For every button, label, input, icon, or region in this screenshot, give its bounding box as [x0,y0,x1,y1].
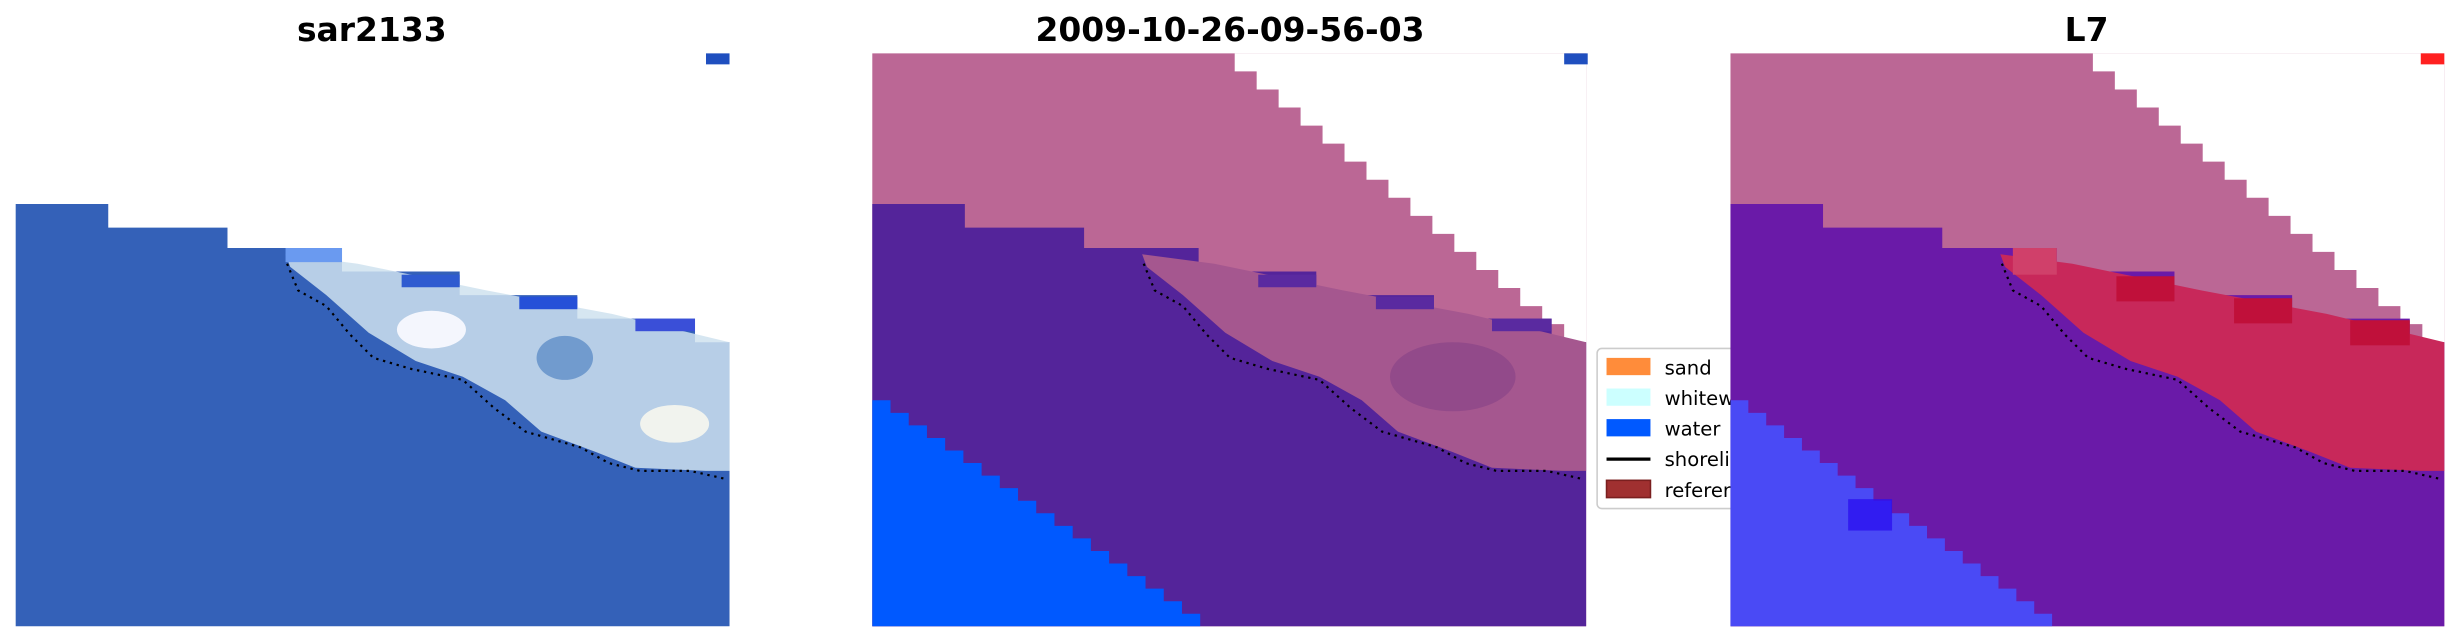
l7-pixel-block [2012,248,2057,275]
panel-classification-image [872,53,1588,627]
shore-zone-region [2000,254,2445,471]
legend-label-water: water [1665,418,1722,441]
legend-label-sand: sand [1665,356,1712,379]
colorbar-marker [1564,53,1588,65]
sar-pixel-block [635,318,696,332]
l7-pixel-block [2116,276,2175,302]
sar-pixel-block [401,274,460,288]
panel-sar-image [15,53,730,627]
l7-pixel-block [2234,298,2293,324]
panel-l7-image [1730,53,2445,627]
nodata-region [1234,53,1587,343]
panel-title-1: sar2133 [297,10,447,49]
whitewater-dark-patch [1390,342,1516,412]
colorbar-marker [2420,53,2445,65]
colorbar-marker [705,53,730,65]
sar-whitewater-region [285,254,730,471]
class-pixel-block [1492,318,1552,332]
sar-pixel-block [519,296,578,310]
legend-swatch-water [1606,419,1651,437]
sar-dark-patch [536,335,594,380]
panel-title-2: 2009-10-26-09-56-03 [1035,10,1424,49]
sar-pixel-block [285,248,343,263]
water-class-region [872,400,1201,627]
sar-bright-foam [396,310,466,349]
sar-bright-foam [640,404,710,443]
legend-swatch-sand [1606,357,1651,376]
panel-title-3: L7 [2065,10,2109,49]
class-pixel-block [1258,274,1317,288]
class-pixel-block [1375,296,1434,310]
legend-swatch-whitewater [1606,388,1651,406]
water-dark-patch [1848,499,1893,531]
whitewater-class-region [1142,254,1587,471]
l7-pixel-block [2350,320,2410,346]
legend-swatch-reference [1605,479,1652,499]
nodata-region [2092,53,2445,343]
